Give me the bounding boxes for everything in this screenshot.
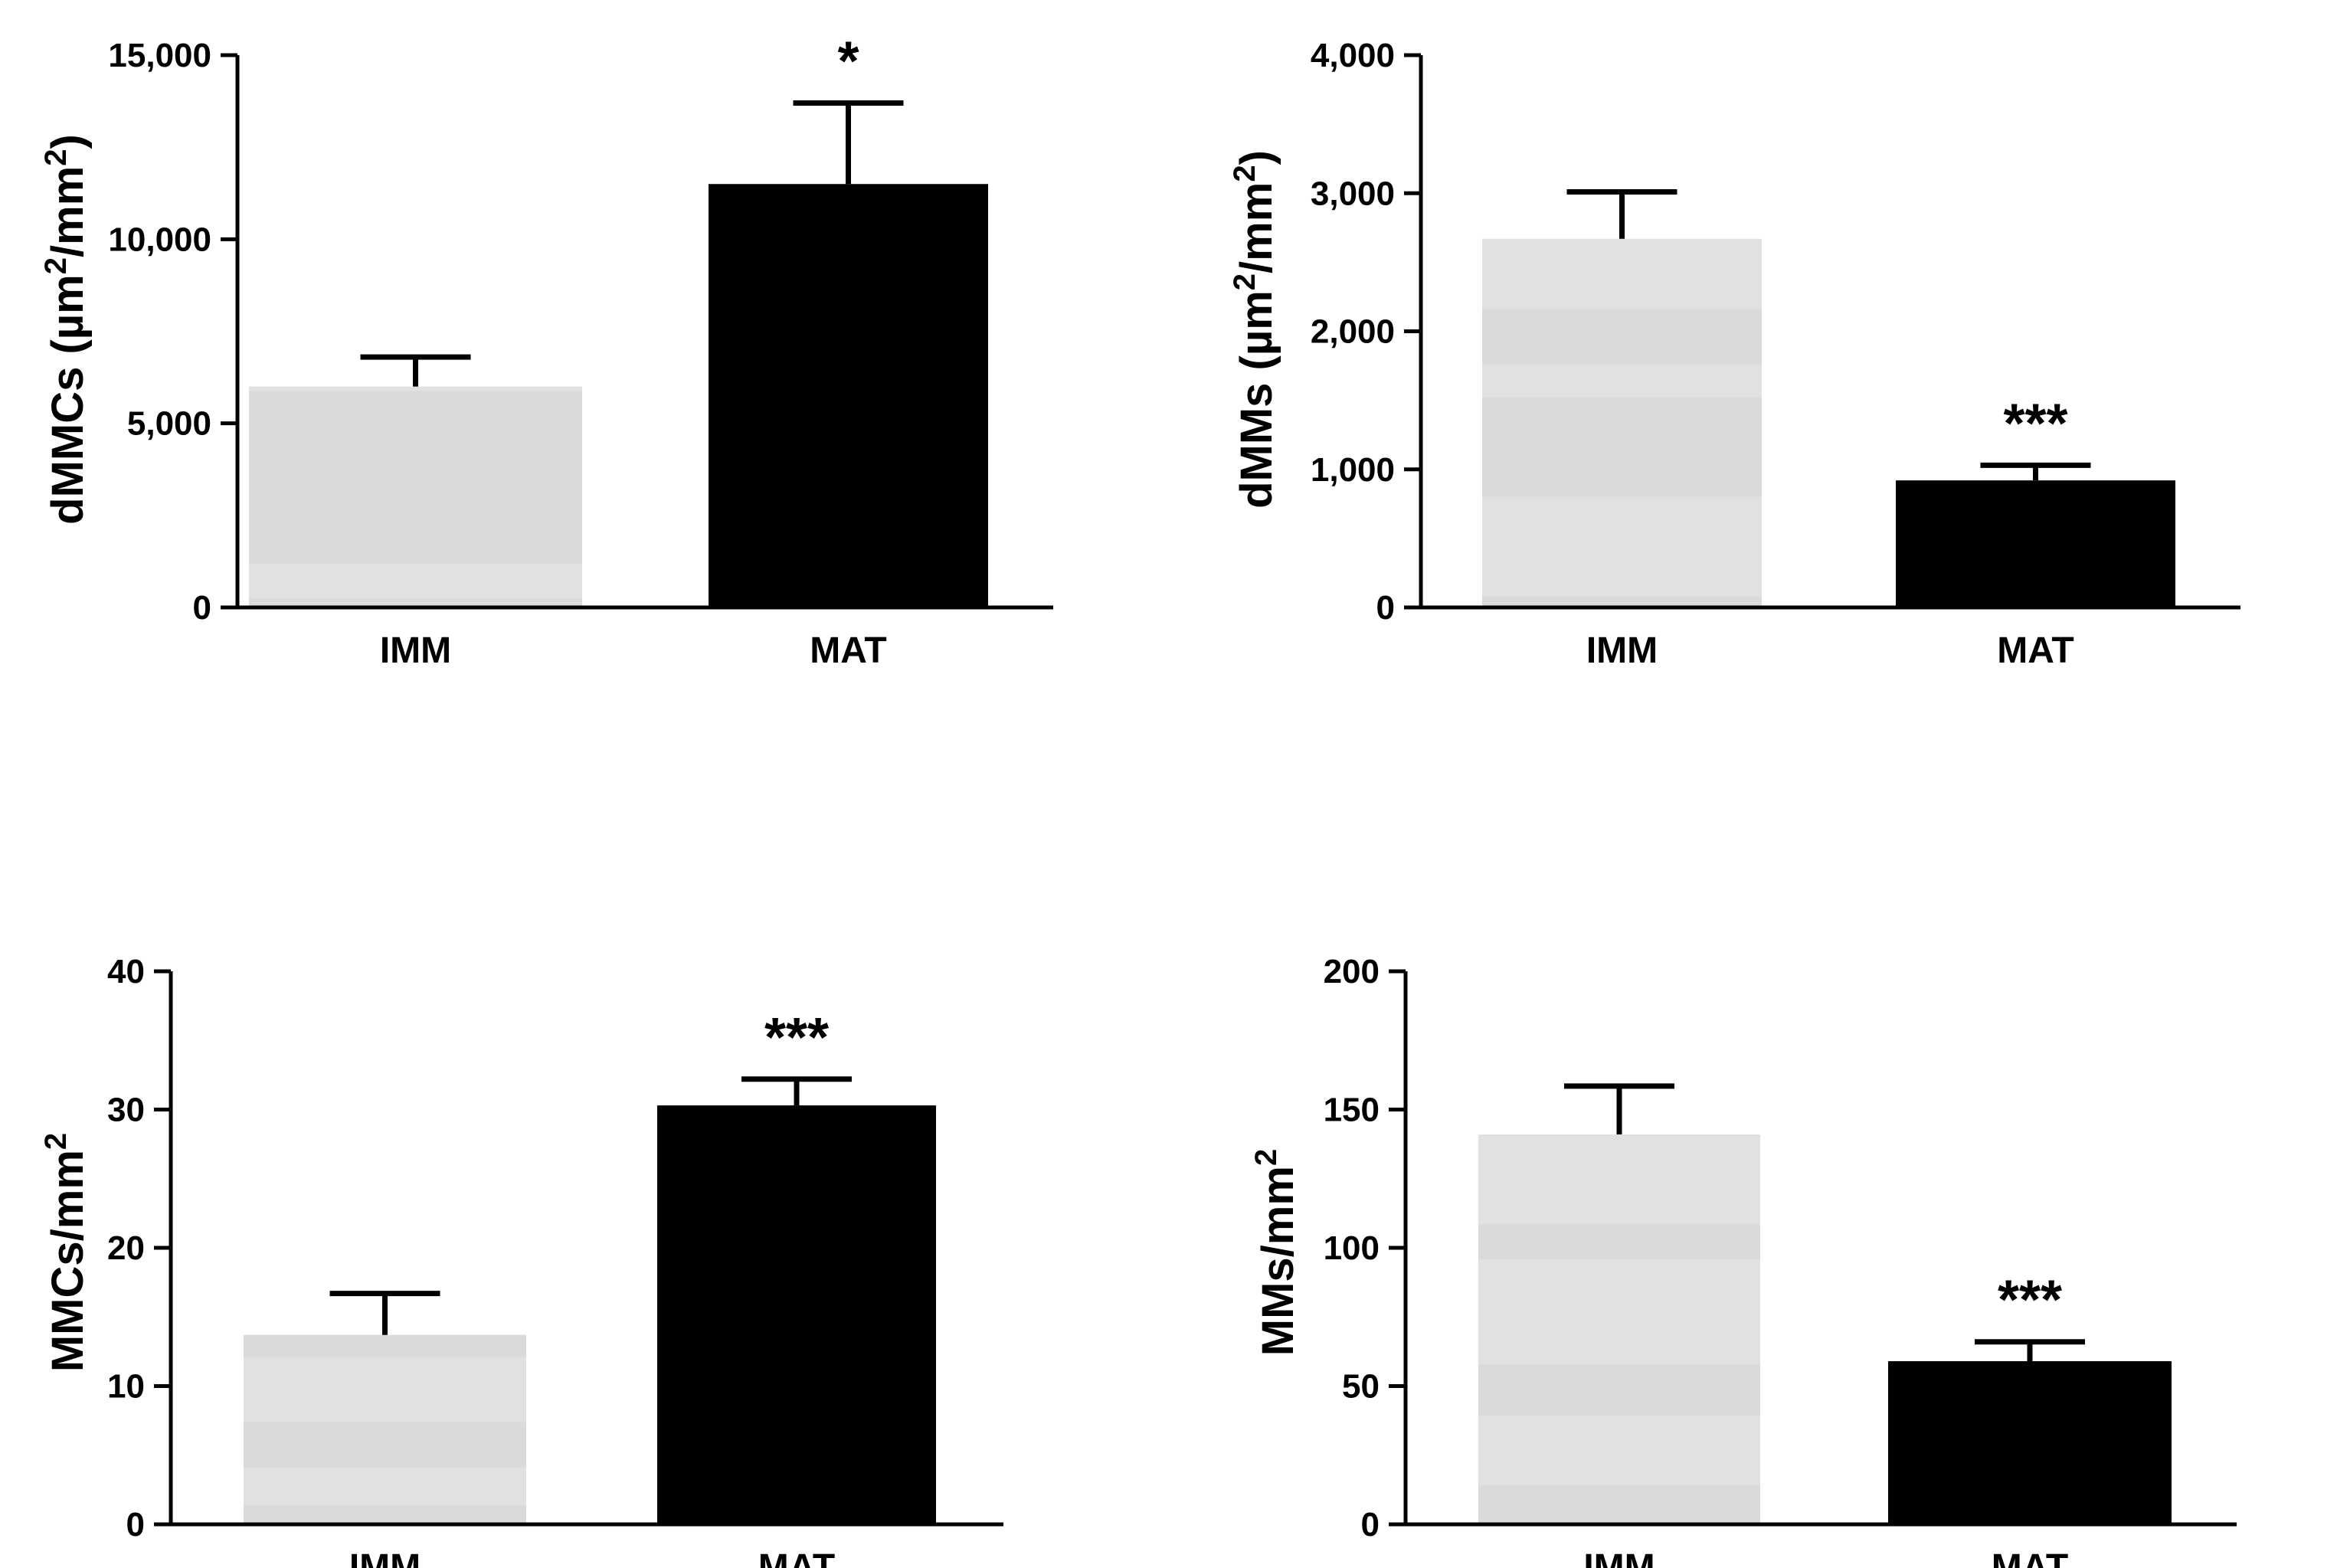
x-tick-label: MAT — [758, 1547, 835, 1568]
y-tick-label: 15,000 — [108, 37, 211, 74]
bar-band — [249, 479, 582, 564]
x-tick-label: MAT — [810, 630, 886, 671]
bar-band — [1482, 397, 1762, 497]
bar-band — [1482, 596, 1762, 607]
y-tick-label: 0 — [1376, 589, 1395, 627]
x-tick-label: IMM — [349, 1547, 421, 1568]
significance-marker: *** — [1998, 1270, 2062, 1331]
y-tick-label: 50 — [1342, 1368, 1380, 1406]
bar-band — [1478, 1364, 1760, 1416]
y-axis-label: dMMCs (µm2/mm2) — [39, 134, 93, 525]
y-tick-label: 40 — [107, 953, 145, 990]
y-tick-label: 10 — [107, 1368, 145, 1406]
y-tick-label: 0 — [126, 1506, 145, 1543]
significance-marker: *** — [2003, 393, 2067, 454]
y-axis-label: MMs/mm2 — [1249, 1149, 1303, 1356]
bar-band — [244, 1422, 526, 1468]
y-tick-label: 4,000 — [1311, 37, 1395, 74]
bar-band — [1478, 1224, 1760, 1259]
chart-panel-2: IMM *** MAT 0 1,000 2,000 3,000 4,000 dMMs (µm2/… — [1228, 37, 2240, 671]
bar-imm — [1478, 1134, 1760, 1524]
significance-marker: *** — [764, 1007, 829, 1069]
significance-marker: * — [837, 31, 859, 92]
bar-band — [1482, 309, 1762, 365]
y-axis-label: dMMs (µm2/mm2) — [1228, 150, 1281, 509]
chart-panel-3: IMM *** MAT 0 10 20 30 40 MMCs/mm2 — [39, 953, 1003, 1568]
y-tick-label: 200 — [1324, 953, 1380, 990]
bar-mat — [1888, 1361, 2172, 1524]
y-tick-label: 2,000 — [1311, 313, 1395, 351]
chart-panel-4: IMM *** MAT 0 50 100 150 200 MMs/mm2 — [1249, 953, 2237, 1568]
y-tick-label: 1,000 — [1311, 451, 1395, 489]
bar-band — [249, 598, 582, 607]
bar-mat — [1896, 480, 2175, 607]
x-tick-label: MAT — [1997, 630, 2074, 671]
x-tick-label: IMM — [1583, 1547, 1655, 1568]
bar-band — [244, 1334, 526, 1358]
y-axis-label: MMCs/mm2 — [39, 1133, 93, 1372]
bar-mat — [657, 1105, 936, 1524]
y-tick-label: 150 — [1324, 1092, 1380, 1129]
bar-band — [1478, 1485, 1760, 1524]
y-tick-label: 3,000 — [1311, 175, 1395, 212]
y-tick-label: 5,000 — [127, 405, 211, 443]
y-tick-label: 20 — [107, 1229, 145, 1267]
x-tick-label: MAT — [1992, 1547, 2068, 1568]
bar-band — [244, 1505, 526, 1524]
y-tick-label: 10,000 — [108, 221, 211, 258]
y-tick-label: 100 — [1324, 1229, 1380, 1267]
bar-mat — [709, 184, 988, 607]
x-tick-label: IMM — [1586, 630, 1658, 671]
x-tick-label: IMM — [380, 630, 451, 671]
y-tick-label: 0 — [193, 589, 211, 627]
bar-band — [249, 391, 582, 480]
y-tick-label: 0 — [1361, 1506, 1380, 1543]
chart-panel-1: IMM * MAT 0 5,000 10,000 15,000 dMMCs (µm2/mm2) — [39, 31, 1053, 671]
y-tick-label: 30 — [107, 1092, 145, 1129]
